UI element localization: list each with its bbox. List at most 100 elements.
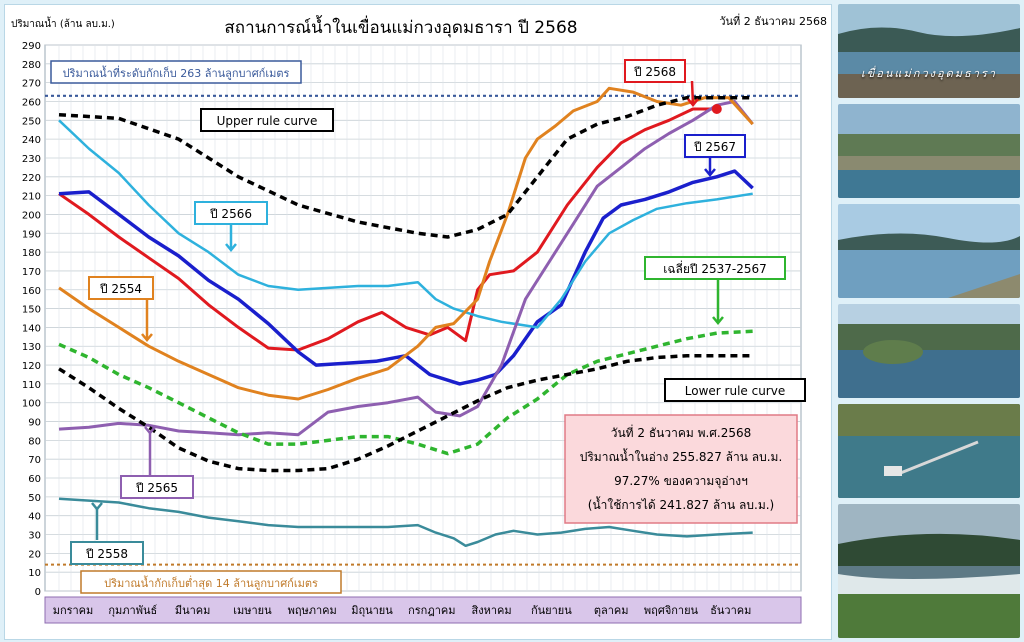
label-average-box bbox=[644, 256, 786, 280]
label-lower-rule: Lower rule curve bbox=[685, 384, 785, 398]
y-axis-title: ปริมาณน้ำ (ล้าน ลบ.ม.) bbox=[11, 16, 115, 30]
x-tick-label: ธันวาคม bbox=[710, 604, 751, 617]
y-tick-label: 130 bbox=[22, 342, 41, 353]
x-tick-label: พฤษภาคม bbox=[288, 604, 337, 617]
info-volume: ปริมาณน้ำในอ่าง 255.827 ล้าน ลบ.ม. bbox=[580, 448, 783, 464]
y-tick-label: 100 bbox=[22, 399, 41, 410]
capacity-label: ปริมาณน้ำที่ระดับกักเก็บ 263 ล้านลูกบาศก… bbox=[63, 65, 290, 80]
x-tick-label: สิงหาคม bbox=[471, 604, 511, 617]
y-tick-label: 280 bbox=[22, 60, 41, 71]
y-tick-label: 20 bbox=[28, 549, 41, 560]
y-tick-label: 40 bbox=[28, 512, 41, 523]
y-tick-label: 180 bbox=[22, 248, 41, 259]
x-tick-label: ตุลาคม bbox=[594, 604, 629, 617]
pier-photo bbox=[838, 404, 1020, 498]
y-tick-label: 250 bbox=[22, 116, 41, 127]
series-line-y2565 bbox=[58, 100, 754, 437]
photo-caption: เขื่อนแม่กวงอุดมธารา bbox=[861, 67, 997, 80]
y-tick-label: 240 bbox=[22, 135, 41, 146]
y-tick-label: 140 bbox=[22, 323, 41, 334]
series-line-average bbox=[58, 329, 753, 456]
info-date: วันที่ 2 ธันวาคม พ.ศ.2568 bbox=[611, 424, 752, 440]
x-tick-label: มีนาคม bbox=[175, 604, 211, 617]
photo-strip: เขื่อนแม่กวงอุดมธารา bbox=[838, 4, 1020, 638]
label-y2566: ปี 2566 bbox=[209, 207, 252, 221]
min-storage-label: ปริมาณน้ำกักเก็บต่ำสุด 14 ล้านลูกบาศก์เม… bbox=[104, 575, 318, 590]
y-tick-label: 230 bbox=[22, 154, 41, 165]
label-average: เฉลี่ยปี 2537-2567 bbox=[663, 260, 767, 276]
y-tick-label: 30 bbox=[28, 531, 41, 542]
series-line-upper-rule bbox=[58, 95, 753, 239]
y-tick-label: 220 bbox=[22, 173, 41, 184]
chart-panel: 0 10 20 30 40 50 60 70 80 90 100 110 120 130 140 150 160… bbox=[4, 4, 832, 640]
y-tick-label: 160 bbox=[22, 286, 41, 297]
label-upper-rule-box bbox=[200, 108, 334, 132]
x-tick-label: มกราคม bbox=[53, 604, 94, 617]
info-box bbox=[564, 414, 798, 524]
label-y2565: ปี 2565 bbox=[135, 481, 178, 495]
reservoir-photo bbox=[838, 204, 1020, 298]
header-date: วันที่ 2 ธันวาคม 2568 bbox=[719, 13, 827, 28]
y-tick-label: 210 bbox=[22, 192, 41, 203]
label-upper-rule: Upper rule curve bbox=[217, 114, 318, 128]
chart-title: สถานการณ์น้ำในเขื่อนแม่กวงอุดมธารา ปี 25… bbox=[224, 15, 577, 38]
y-tick-label: 200 bbox=[22, 210, 41, 221]
x-tick-label: กรกฎาคม bbox=[408, 604, 455, 617]
arrow-y2558-head bbox=[91, 502, 103, 511]
label-y2558-box bbox=[70, 541, 144, 565]
min-label-box bbox=[80, 570, 342, 594]
y-tick-label: 10 bbox=[28, 568, 41, 579]
dam-wall-photo bbox=[838, 104, 1020, 198]
arrow-y2554-head bbox=[141, 333, 153, 342]
y-tick-label: 90 bbox=[28, 418, 41, 429]
label-lower-rule-box bbox=[664, 378, 806, 402]
y-tick-label: 260 bbox=[22, 97, 41, 108]
series-line-y2566 bbox=[58, 119, 753, 329]
info-usable: (น้ำใช้การได้ 241.827 ล้าน ลบ.ม.) bbox=[588, 496, 774, 512]
y-tick-label: 190 bbox=[22, 229, 41, 240]
spillway-photo bbox=[838, 504, 1020, 638]
arrow-y2568-head bbox=[687, 98, 699, 107]
y-tick-label: 80 bbox=[28, 436, 41, 447]
dam-aerial-photo bbox=[838, 304, 1020, 398]
y-tick-label: 290 bbox=[22, 41, 41, 52]
dam-lake-photo: เขื่อนแม่กวงอุดมธารา bbox=[838, 4, 1020, 98]
arrow-y2565-head bbox=[144, 426, 156, 435]
label-y2554-box bbox=[88, 276, 154, 300]
y-tick-label: 0 bbox=[35, 587, 41, 598]
arrow-average-head bbox=[712, 316, 724, 325]
y-tick-label: 60 bbox=[28, 474, 41, 485]
label-y2568: ปี 2568 bbox=[633, 65, 676, 79]
y-tick-label: 70 bbox=[28, 455, 41, 466]
label-y2554: ปี 2554 bbox=[99, 282, 142, 296]
label-y2567-box bbox=[684, 134, 746, 158]
y-tick-label: 170 bbox=[22, 267, 41, 278]
y-tick-label: 270 bbox=[22, 79, 41, 90]
series-line-y2554 bbox=[58, 86, 754, 401]
month-axis bbox=[44, 596, 802, 624]
current-level-marker bbox=[711, 104, 722, 115]
x-tick-label: เมษายน bbox=[233, 604, 272, 617]
y-tick-label: 150 bbox=[22, 305, 41, 316]
label-y2558: ปี 2558 bbox=[85, 547, 128, 561]
x-tick-label: กันยายน bbox=[531, 604, 572, 617]
label-y2567: ปี 2567 bbox=[693, 140, 736, 154]
x-tick-label: กุมภาพันธ์ bbox=[108, 604, 157, 617]
arrow-y2567-head bbox=[704, 168, 716, 177]
series-line-lower-rule bbox=[58, 353, 753, 473]
capacity-label-box bbox=[50, 60, 302, 84]
arrow-y2568 bbox=[690, 80, 695, 106]
x-tick-label: มิถุนายน bbox=[351, 604, 393, 617]
chart: 0 10 20 30 40 50 60 70 80 90 100 110 120 130 140 150 160… bbox=[11, 13, 827, 624]
y-tick-label: 110 bbox=[22, 380, 41, 391]
series-line-y2567 bbox=[58, 169, 754, 386]
label-y2565-box bbox=[120, 475, 194, 499]
x-tick-label: พฤศจิกายน bbox=[644, 604, 699, 617]
y-tick-label: 50 bbox=[28, 493, 41, 504]
series-line-y2558 bbox=[58, 497, 753, 548]
arrow-y2566-head bbox=[225, 243, 237, 252]
y-tick-label: 120 bbox=[22, 361, 41, 372]
info-percent: 97.27% ของความจุอ่างฯ bbox=[614, 474, 748, 489]
label-y2568-box bbox=[624, 59, 686, 83]
